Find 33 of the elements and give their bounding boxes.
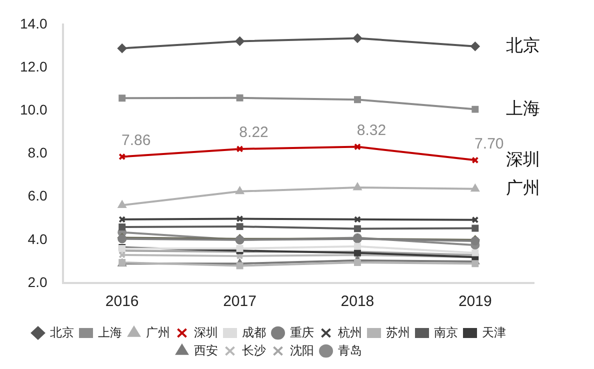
y-tick-label: 6.0 <box>28 188 48 204</box>
legend-label: 重庆 <box>290 325 314 340</box>
x-tick-label: 2018 <box>340 293 374 310</box>
annotation: 北京 <box>506 36 540 56</box>
annotation: 深圳 <box>506 150 540 169</box>
legend-label: 天津 <box>482 325 506 340</box>
legend-label: 上海 <box>98 325 122 340</box>
annotation: 上海 <box>506 98 540 118</box>
legend-label: 长沙 <box>242 343 266 358</box>
legend-label: 成都 <box>242 325 266 340</box>
legend-label: 苏州 <box>386 325 410 340</box>
legend-label: 沈阳 <box>290 343 314 358</box>
legend-label: 深圳 <box>194 325 218 340</box>
y-tick-label: 8.0 <box>28 144 48 161</box>
legend-label: 北京 <box>50 325 74 340</box>
legend-label: 青岛 <box>338 343 362 358</box>
y-tick-label: 10.0 <box>20 101 48 118</box>
x-tick-label: 2017 <box>223 293 256 310</box>
annotation: 广州 <box>506 178 540 198</box>
data-label: 8.32 <box>356 122 386 139</box>
data-label: 7.86 <box>121 132 151 149</box>
y-tick-label: 2.0 <box>28 274 48 290</box>
y-tick-label: 12.0 <box>20 58 48 74</box>
x-tick-label: 2016 <box>105 293 139 310</box>
y-tick-label: 14.0 <box>20 15 48 32</box>
legend-label: 西安 <box>194 343 218 358</box>
legend-label: 南京 <box>434 325 458 340</box>
data-label: 8.22 <box>239 124 268 142</box>
legend-label: 广州 <box>146 325 170 340</box>
data-label: 7.70 <box>474 135 504 152</box>
legend-label: 杭州 <box>337 325 362 340</box>
x-tick-label: 2019 <box>458 293 492 310</box>
y-tick-label: 4.0 <box>28 230 48 247</box>
